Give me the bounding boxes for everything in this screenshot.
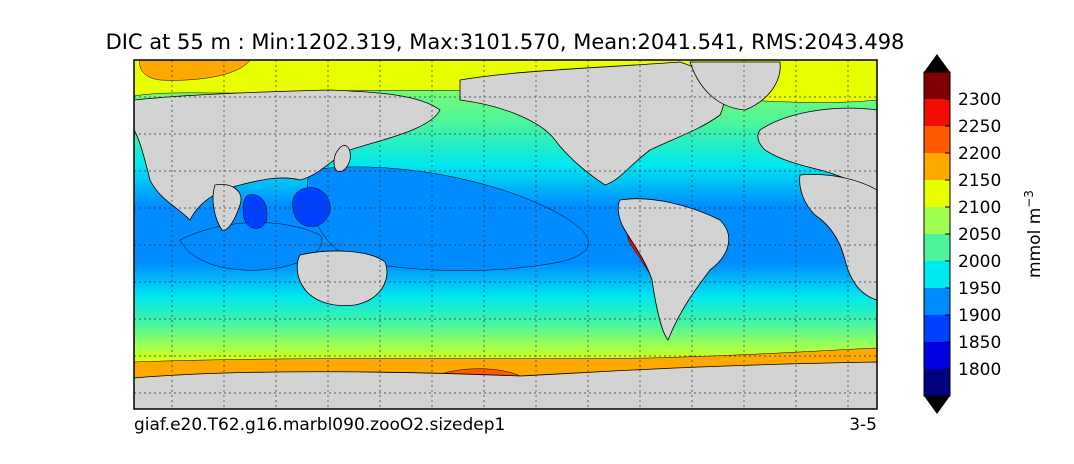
colorbar-segment [924,207,950,234]
land-australia [296,250,388,307]
colorbar-tick-label: 1950 [958,279,1001,299]
colorbar-extend-max [924,54,950,72]
ocean-pool-westpac [292,187,331,227]
colorbar-tick-label: 2000 [958,252,1001,272]
colorbar-tick-label: 2050 [958,225,1001,245]
colorbar-segment [924,153,950,180]
chart-title: DIC at 55 m : Min:1202.319, Max:3101.570… [106,30,905,54]
colorbar-unit-exponent: −3 [1022,190,1036,208]
colorbar-extend-min [924,396,950,414]
land-north-america [459,61,724,186]
colorbar-unit-label: mmol m−3 [1022,190,1045,278]
colorbar: 1800 1850 1900 1950 2000 2050 2100 2150 2200 2250… [923,54,1001,414]
land-south-america [617,198,729,341]
land-eurasia [134,89,441,221]
map-panel [134,60,877,409]
colorbar-tick-label: 2300 [958,90,1001,110]
land-antarctica [134,361,877,409]
colorbar-tick-label: 1900 [958,306,1001,326]
colorbar-segment [924,180,950,207]
colorbar-segment [924,72,950,99]
case-label: giaf.e20.T62.g16.marbl090.zooO2.sizedep1 [134,415,505,435]
colorbar-tick-label: 2200 [958,144,1001,164]
land [134,61,877,409]
map-frame [133,59,878,410]
years-label: 3-5 [849,415,877,435]
colorbar-tick-label: 1800 [958,360,1001,380]
colorbar-segment [924,288,950,315]
colorbar-segment [924,234,950,261]
ocean-pool-indian [179,222,323,271]
land-india [212,183,242,231]
land-greenland [689,61,781,111]
graticule [134,60,877,409]
colorbar-segment [924,99,950,126]
colorbar-tick-label: 2150 [958,171,1001,191]
colorbar-segment [924,261,950,288]
colorbar-tick-label: 2250 [958,117,1001,137]
colorbar-tick-label: 1850 [958,333,1001,353]
colorbar-unit-text: mmol m [1025,208,1045,278]
ocean-band-north-orange [139,60,251,81]
colorbar-segment [924,126,950,153]
land-japan [333,145,351,173]
colorbar-tick-label: 2100 [958,198,1001,218]
ocean-pool-bengal [242,194,268,229]
colorbar-segment [924,342,950,369]
colorbar-segment [924,315,950,342]
colorbar-segment [924,369,950,396]
land-africa [799,173,877,301]
land-europe [757,107,877,191]
